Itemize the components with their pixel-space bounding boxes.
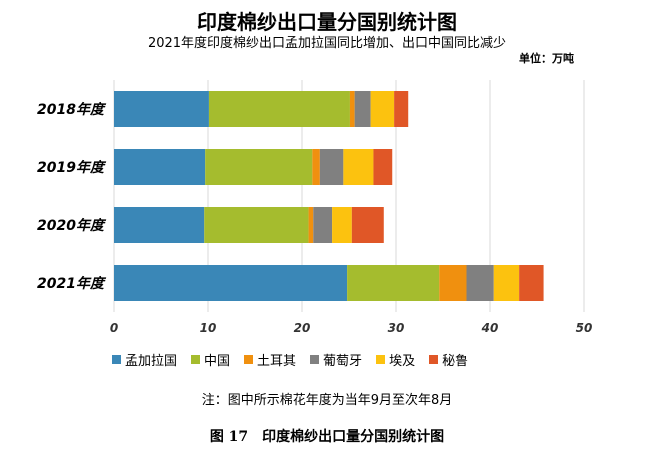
x-tick-label-5: 50 bbox=[576, 321, 593, 335]
bar-0-0 bbox=[114, 91, 209, 127]
legend-swatch-2 bbox=[244, 355, 254, 364]
bar-0-1 bbox=[208, 91, 350, 127]
legend-label-4: 埃及 bbox=[389, 354, 416, 369]
bar-3-0 bbox=[114, 265, 348, 301]
unit-label: 单位：万吨 bbox=[519, 52, 574, 65]
bar-2-1 bbox=[204, 207, 309, 243]
legend-item-5: 秘鲁 bbox=[429, 350, 468, 369]
legend-label-2: 土耳其 bbox=[257, 354, 297, 369]
category-label-1: 2019年度 bbox=[37, 159, 107, 176]
chart-title: 印度棉纱出口量分国别统计图 bbox=[197, 10, 457, 34]
category-label-3: 2021年度 bbox=[37, 275, 107, 292]
legend-item-3: 葡萄牙 bbox=[310, 350, 362, 369]
bar-3-3 bbox=[466, 265, 494, 301]
footnote: 注：图中所示棉花年度为当年9月至次年8月 bbox=[201, 393, 453, 408]
bar-2-3 bbox=[313, 207, 333, 243]
legend-swatch-4 bbox=[376, 355, 386, 364]
chart-subtitle: 2021年度印度棉纱出口孟加拉国同比增加、出口中国同比减少 bbox=[147, 36, 507, 51]
bar-3-4 bbox=[493, 265, 520, 301]
bar-1-5 bbox=[373, 149, 393, 185]
bar-0-3 bbox=[354, 91, 371, 127]
figure-caption: 图 17 印度棉纱出口量分国别统计图 bbox=[209, 429, 445, 445]
bar-2-2 bbox=[308, 207, 314, 243]
legend-label-1: 中国 bbox=[204, 354, 231, 369]
bar-1-3 bbox=[319, 149, 344, 185]
legend-item-1: 中国 bbox=[191, 350, 230, 369]
x-tick-label-3: 30 bbox=[388, 321, 405, 335]
chart-legend: 孟加拉国 中国 土耳其 葡萄牙 埃及 秘鲁 bbox=[112, 350, 592, 369]
legend-swatch-3 bbox=[310, 355, 320, 364]
category-label-0: 2018年度 bbox=[37, 101, 107, 118]
bar-3-1 bbox=[347, 265, 440, 301]
legend-swatch-0 bbox=[112, 355, 121, 364]
legend-label-5: 秘鲁 bbox=[442, 354, 469, 369]
bar-2-5 bbox=[351, 207, 384, 243]
legend-swatch-5 bbox=[429, 355, 439, 364]
category-label-2: 2020年度 bbox=[37, 217, 107, 234]
legend-swatch-1 bbox=[191, 355, 201, 364]
x-tick-label-2: 20 bbox=[294, 321, 311, 335]
bar-1-4 bbox=[343, 149, 374, 185]
legend-label-0: 孟加拉国 bbox=[125, 354, 178, 369]
bar-0-4 bbox=[370, 91, 395, 127]
bar-0-2 bbox=[349, 91, 355, 127]
bar-3-2 bbox=[439, 265, 467, 301]
bar-0-5 bbox=[394, 91, 409, 127]
bar-2-0 bbox=[114, 207, 205, 243]
bar-1-0 bbox=[114, 149, 206, 185]
legend-item-2: 土耳其 bbox=[244, 350, 296, 369]
bar-1-1 bbox=[205, 149, 313, 185]
bar-1-2 bbox=[312, 149, 320, 185]
legend-label-3: 葡萄牙 bbox=[323, 354, 363, 369]
bar-3-5 bbox=[519, 265, 544, 301]
x-tick-label-0: 0 bbox=[110, 321, 118, 335]
x-tick-label-4: 40 bbox=[481, 321, 499, 335]
x-tick-label-1: 10 bbox=[200, 321, 217, 335]
legend-item-4: 埃及 bbox=[376, 350, 415, 369]
bar-2-4 bbox=[332, 207, 352, 243]
legend-item-0: 孟加拉国 bbox=[112, 350, 177, 369]
